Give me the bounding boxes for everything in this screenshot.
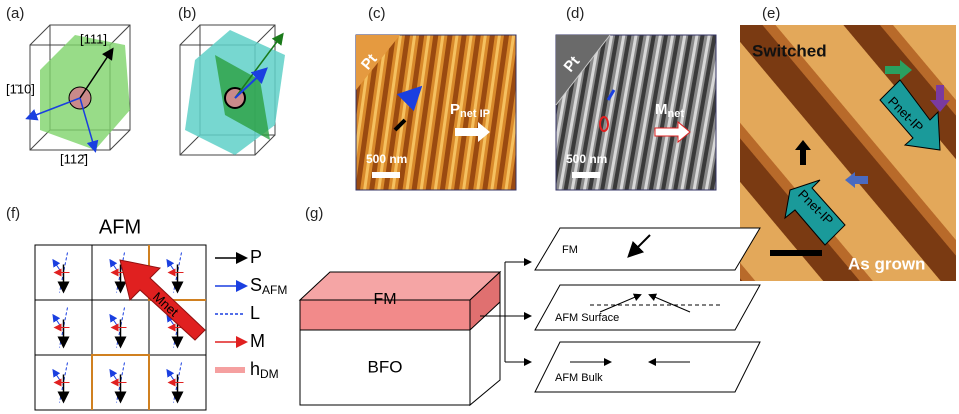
label: AFM [99,216,141,238]
label: BFO [368,357,403,376]
legend-sub: AFM [262,283,287,297]
shape [300,272,500,300]
legend-label: P [250,247,262,267]
legend-label: M [250,331,265,351]
shape [255,25,275,45]
label: (c) [368,5,386,22]
legend-main: h [250,359,260,379]
page: {"panels": { "a": {"label": "(a)", "dir1… [0,0,959,414]
shape [255,135,275,155]
label: [1̄10] [6,81,35,96]
label: (f) [6,205,20,222]
shape [180,25,200,45]
afm-grid [35,245,206,410]
label: (g) [305,205,323,222]
shape [180,135,200,155]
shape [110,25,130,45]
label: AFM Surface [555,312,619,324]
legend-main: S [250,275,262,295]
shape [535,342,760,392]
label: P [450,101,460,118]
label: (a) [6,5,24,22]
label: M [655,101,668,118]
legend-label: hDM [250,359,279,381]
legend-main: P [250,247,262,267]
label: As grown [848,254,925,273]
legend-main: M [250,331,265,351]
label: Switched [752,41,827,60]
label: FM [562,244,578,256]
label: (b) [178,5,196,22]
shape [30,25,50,45]
legend-label: L [250,303,260,323]
legend-sub: DM [260,367,279,381]
label: (d) [566,5,584,22]
shape [572,172,600,178]
label: [111] [80,31,107,46]
label: net [668,108,685,120]
shape [110,130,130,150]
label: [112̄] [60,151,88,166]
label: 500 nm [366,152,407,166]
legend-label: SAFM [250,275,287,297]
label: net IP [460,108,490,120]
label: AFM Bulk [555,372,603,384]
figure: (a) [111] [1̄10] [112̄] (b) (c) Pt Pnet … [0,0,959,414]
legend-main: L [250,303,260,323]
label: (e) [762,5,780,22]
shape [770,250,822,256]
shape [30,130,50,150]
label: 500 nm [566,152,607,166]
shape [372,172,400,178]
pfm-image [740,25,956,281]
label: FM [373,291,396,308]
